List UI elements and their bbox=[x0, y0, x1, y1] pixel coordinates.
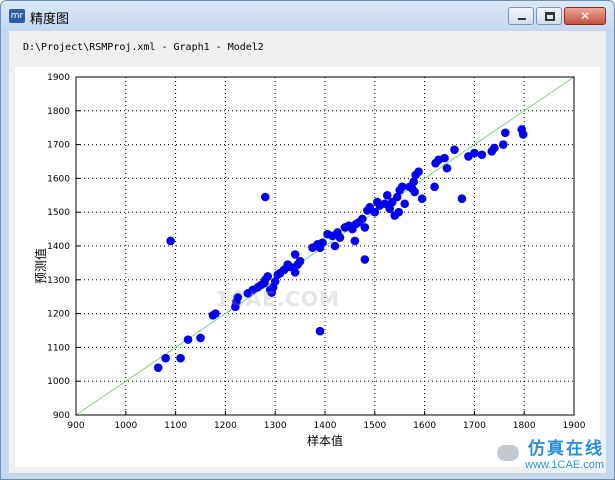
data-point bbox=[500, 128, 510, 138]
y-tick-label: 1200 bbox=[47, 310, 70, 320]
data-point bbox=[370, 207, 380, 217]
window-controls: ✕ bbox=[508, 7, 606, 25]
y-tick-label: 1800 bbox=[47, 107, 70, 117]
wechat-logo-icon bbox=[497, 444, 520, 461]
x-tick-label: 1700 bbox=[463, 421, 486, 431]
y-tick-label: 1100 bbox=[47, 343, 70, 353]
data-point bbox=[318, 238, 327, 247]
title-bar[interactable]: mr 精度图 ✕ bbox=[1, 1, 614, 31]
watermark-corner-url: www.1CAE.com bbox=[525, 459, 604, 471]
data-point bbox=[400, 199, 409, 209]
x-tick-label: 900 bbox=[67, 421, 84, 431]
x-tick-label: 1100 bbox=[164, 421, 187, 431]
data-point bbox=[477, 150, 487, 160]
data-point bbox=[233, 293, 243, 302]
window-title: 精度图 bbox=[30, 12, 70, 27]
data-point bbox=[440, 153, 449, 163]
close-icon: ✕ bbox=[579, 9, 591, 23]
file-path-label: D:\Project\RSMProj.xml - Graph1 - Model2 bbox=[23, 42, 264, 53]
data-point bbox=[430, 182, 439, 192]
data-point bbox=[183, 335, 193, 344]
data-point bbox=[315, 326, 325, 336]
data-point bbox=[196, 333, 205, 343]
data-point bbox=[290, 250, 300, 259]
data-point bbox=[295, 256, 305, 266]
x-tick-label: 1400 bbox=[314, 421, 337, 431]
x-tick-label: 1300 bbox=[264, 421, 287, 431]
data-point bbox=[161, 353, 170, 363]
data-point bbox=[409, 177, 418, 187]
scatter-chart: 900 1000 1100 1200 1300 1400 1500 1600 1700 1800 1… bbox=[33, 73, 586, 448]
data-point bbox=[360, 255, 370, 264]
data-point bbox=[153, 363, 163, 372]
data-point bbox=[470, 148, 479, 158]
data-point bbox=[330, 241, 340, 251]
data-point bbox=[410, 187, 419, 197]
y-tick-label: 1400 bbox=[47, 242, 70, 252]
y-tick-label: 900 bbox=[53, 411, 70, 421]
x-tick-label: 1200 bbox=[214, 421, 237, 431]
data-point bbox=[290, 268, 300, 277]
chart-panel: 900 1000 1100 1200 1300 1400 1500 1600 1700 1800 1… bbox=[15, 67, 600, 467]
data-point bbox=[285, 262, 295, 272]
y-tick-label: 1600 bbox=[47, 174, 70, 184]
data-point bbox=[335, 233, 345, 242]
data-point bbox=[397, 182, 407, 192]
data-point bbox=[211, 309, 220, 318]
y-tick-label: 1000 bbox=[47, 377, 70, 387]
data-point bbox=[442, 163, 452, 173]
minimize-icon bbox=[518, 18, 526, 20]
data-point bbox=[176, 353, 185, 363]
data-point bbox=[414, 167, 423, 176]
watermark-corner-main: 仿真在线 bbox=[528, 439, 604, 459]
maximize-icon bbox=[545, 12, 555, 21]
x-tick-label: 1900 bbox=[563, 421, 586, 431]
data-point bbox=[350, 236, 360, 246]
data-point bbox=[518, 130, 528, 139]
watermark-center: 1CAE.COM bbox=[215, 287, 340, 311]
data-point bbox=[498, 140, 508, 149]
client-area: D:\Project\RSMProj.xml - Graph1 - Model2… bbox=[9, 31, 606, 473]
data-point bbox=[417, 194, 427, 203]
data-point bbox=[358, 214, 367, 224]
y-tick-label: 1900 bbox=[47, 73, 70, 83]
x-tick-label: 1000 bbox=[114, 421, 137, 431]
app-icon: mr bbox=[9, 9, 25, 23]
x-tick-label: 1500 bbox=[363, 421, 386, 431]
data-point bbox=[394, 207, 404, 217]
close-button[interactable]: ✕ bbox=[564, 7, 606, 25]
data-point bbox=[392, 192, 402, 202]
y-axis-label: 预测值 bbox=[33, 248, 48, 284]
data-point bbox=[490, 143, 499, 153]
x-tick-label: 1800 bbox=[513, 421, 536, 431]
x-tick-label: 1600 bbox=[413, 421, 436, 431]
watermark-corner: 仿真在线 www.1CAE.com bbox=[497, 434, 604, 471]
x-axis-label: 样本值 bbox=[307, 433, 343, 448]
data-point bbox=[385, 204, 395, 214]
data-point bbox=[457, 194, 467, 203]
data-point bbox=[360, 223, 370, 232]
y-tick-label: 1500 bbox=[47, 208, 70, 218]
data-point bbox=[382, 191, 392, 200]
data-point bbox=[166, 236, 175, 246]
data-point bbox=[260, 192, 270, 202]
maximize-button[interactable] bbox=[536, 7, 562, 25]
minimize-button[interactable] bbox=[508, 7, 534, 25]
y-tick-label: 1300 bbox=[47, 276, 70, 286]
data-point bbox=[263, 272, 273, 281]
data-point bbox=[450, 145, 459, 154]
data-point bbox=[270, 277, 280, 286]
y-tick-label: 1700 bbox=[47, 141, 70, 151]
